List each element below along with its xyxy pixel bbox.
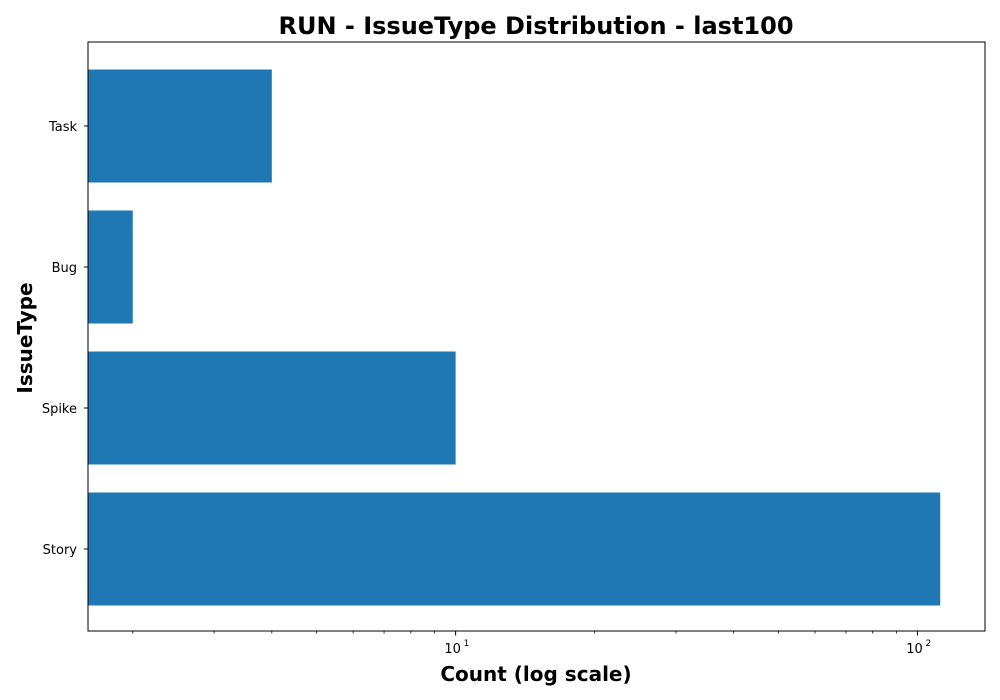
bar-spike — [88, 351, 456, 465]
bars-group — [88, 69, 941, 606]
chart-title: RUN - IssueType Distribution - last100 — [278, 12, 793, 40]
y-tick-label: Task — [48, 120, 78, 135]
bar-story — [88, 492, 941, 606]
x-tick-exponent: 2 — [926, 639, 932, 649]
y-axis-ticks: Task Bug Spike Story — [42, 120, 88, 558]
bar-bug — [88, 210, 133, 324]
y-tick-label: Spike — [42, 402, 77, 417]
x-tick-label: 10 — [906, 642, 923, 657]
x-tick-exponent: 1 — [464, 639, 470, 649]
y-tick-label: Bug — [52, 261, 77, 276]
y-axis-label: IssueType — [13, 282, 37, 393]
y-tick-label: Story — [43, 543, 78, 558]
x-tick-label: 10 — [444, 642, 461, 657]
x-axis-label: Count (log scale) — [440, 662, 631, 686]
x-axis-ticks: 10 1 10 2 — [132, 631, 932, 657]
plot-area-frame — [87, 41, 986, 632]
bar-task — [88, 69, 272, 183]
